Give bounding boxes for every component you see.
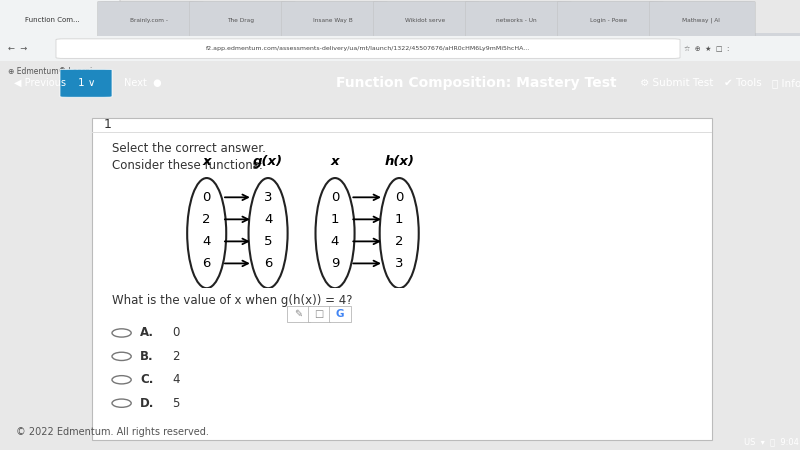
FancyBboxPatch shape <box>98 1 203 40</box>
Text: ⓘ Info: ⓘ Info <box>772 78 800 88</box>
Text: Select the correct answer.: Select the correct answer. <box>112 142 266 155</box>
Text: 3: 3 <box>264 191 272 204</box>
Text: © 2022 Edmentum. All rights reserved.: © 2022 Edmentum. All rights reserved. <box>16 428 209 437</box>
Text: The Drag: The Drag <box>227 18 254 22</box>
Text: C.: C. <box>140 373 154 386</box>
Text: Function Com...: Function Com... <box>25 17 79 23</box>
Text: Brainly.com -: Brainly.com - <box>130 18 168 22</box>
FancyBboxPatch shape <box>308 306 330 322</box>
Text: 4: 4 <box>172 373 179 386</box>
Text: 4: 4 <box>331 235 339 248</box>
Text: x: x <box>202 155 211 168</box>
Text: 1 ∨: 1 ∨ <box>78 78 95 88</box>
Text: ⊕ Edmentum® Learni...: ⊕ Edmentum® Learni... <box>8 67 99 76</box>
FancyBboxPatch shape <box>558 1 663 40</box>
Text: 2: 2 <box>202 213 211 226</box>
Text: □: □ <box>314 309 324 319</box>
Text: What is the value of x when g(h(x)) = 4?: What is the value of x when g(h(x)) = 4? <box>112 294 353 307</box>
Text: g(x): g(x) <box>253 155 283 168</box>
Text: ✔ Tools: ✔ Tools <box>724 78 762 88</box>
Text: Insane Way B: Insane Way B <box>313 18 353 22</box>
Text: A.: A. <box>140 326 154 339</box>
FancyBboxPatch shape <box>282 1 387 40</box>
Text: 6: 6 <box>202 257 211 270</box>
Text: 1: 1 <box>395 213 403 226</box>
Text: 2: 2 <box>395 235 403 248</box>
Text: 0: 0 <box>172 326 179 339</box>
Text: D.: D. <box>140 397 154 410</box>
Text: G: G <box>336 309 344 319</box>
Text: 2: 2 <box>172 350 179 363</box>
Text: 1: 1 <box>104 118 112 131</box>
FancyBboxPatch shape <box>60 69 112 97</box>
Text: 1: 1 <box>330 213 339 226</box>
Text: 9: 9 <box>331 257 339 270</box>
Text: ✎: ✎ <box>294 309 302 319</box>
Text: ←  →: ← → <box>8 44 27 53</box>
Text: 6: 6 <box>264 257 272 270</box>
FancyBboxPatch shape <box>287 306 310 322</box>
Text: 4: 4 <box>264 213 272 226</box>
Text: 0: 0 <box>202 191 211 204</box>
FancyBboxPatch shape <box>650 1 755 40</box>
FancyBboxPatch shape <box>329 306 351 322</box>
Text: Login - Powe: Login - Powe <box>590 18 627 22</box>
Text: Consider these functions:: Consider these functions: <box>112 159 263 172</box>
Text: Wikidot serve: Wikidot serve <box>405 18 445 22</box>
Text: 5: 5 <box>264 235 272 248</box>
Text: ☆  ⊕  ★  □  :: ☆ ⊕ ★ □ : <box>684 45 730 52</box>
FancyBboxPatch shape <box>0 36 800 61</box>
Text: ◀ Previous: ◀ Previous <box>14 78 66 88</box>
Text: 3: 3 <box>395 257 403 270</box>
Text: f2.app.edmentum.com/assessments-delivery/ua/mt/launch/1322/45507676/aHR0cHM6Ly9m: f2.app.edmentum.com/assessments-delivery… <box>206 46 530 51</box>
Text: 4: 4 <box>202 235 211 248</box>
FancyBboxPatch shape <box>466 1 571 40</box>
FancyBboxPatch shape <box>0 33 800 61</box>
Text: h(x): h(x) <box>384 155 414 168</box>
Text: networks - Un: networks - Un <box>497 18 537 22</box>
Text: US  ▾  🔊  9:04: US ▾ 🔊 9:04 <box>744 437 799 446</box>
Text: ⚙ Submit Test: ⚙ Submit Test <box>640 78 714 88</box>
FancyBboxPatch shape <box>374 1 479 40</box>
FancyBboxPatch shape <box>0 0 120 40</box>
Text: 5: 5 <box>172 397 179 410</box>
Text: Function Composition: Mastery Test: Function Composition: Mastery Test <box>336 76 617 90</box>
FancyBboxPatch shape <box>190 1 295 40</box>
FancyBboxPatch shape <box>92 118 712 440</box>
Text: 0: 0 <box>395 191 403 204</box>
Text: 0: 0 <box>331 191 339 204</box>
FancyBboxPatch shape <box>92 132 712 133</box>
FancyBboxPatch shape <box>56 39 680 58</box>
Text: Next  ●: Next ● <box>124 78 162 88</box>
Text: x: x <box>330 155 339 168</box>
Text: B.: B. <box>140 350 154 363</box>
Text: Mathway | Al: Mathway | Al <box>682 17 720 23</box>
